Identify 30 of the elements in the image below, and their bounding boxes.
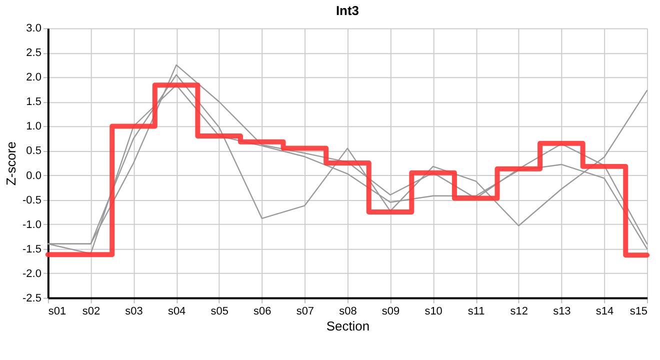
y-tick-label: 3.0 xyxy=(26,22,42,35)
x-tick-label: s14 xyxy=(596,305,614,318)
y-tick-label: 1.0 xyxy=(26,120,42,133)
x-tick-label: s09 xyxy=(382,305,400,318)
y-tick-label: -1.0 xyxy=(22,218,42,231)
y-tick-label: 0.5 xyxy=(26,145,42,158)
x-tick-label: s15 xyxy=(630,305,648,318)
x-tick-label: s02 xyxy=(82,305,100,318)
x-tick-label: s04 xyxy=(168,305,186,318)
y-tick-label: 2.0 xyxy=(26,72,42,84)
x-tick-label: s13 xyxy=(553,305,571,318)
x-tick-label: s01 xyxy=(48,305,66,318)
x-tick-label: s11 xyxy=(468,305,485,318)
x-tick-label: s08 xyxy=(339,305,357,318)
y-tick-label: -1.5 xyxy=(22,243,42,256)
y-axis-title: Z-score xyxy=(4,142,19,186)
x-tick-label: s06 xyxy=(254,305,272,318)
y-tick-label: -2.0 xyxy=(22,268,42,280)
x-tick-label: s12 xyxy=(510,305,528,318)
y-tick-label: 1.5 xyxy=(26,96,42,108)
x-axis-title: Section xyxy=(326,318,370,334)
y-tick-label: -0.5 xyxy=(22,194,42,206)
x-tick-label: s10 xyxy=(424,305,442,318)
x-tick-label: s07 xyxy=(296,305,314,318)
chart-title: Int3 xyxy=(336,3,360,18)
y-tick-label: 2.5 xyxy=(26,47,42,60)
x-tick-label: s03 xyxy=(125,305,143,318)
y-tick-label: 0.0 xyxy=(26,170,42,182)
y-tick-label: -2.5 xyxy=(22,292,42,304)
x-tick-label: s05 xyxy=(210,305,228,318)
